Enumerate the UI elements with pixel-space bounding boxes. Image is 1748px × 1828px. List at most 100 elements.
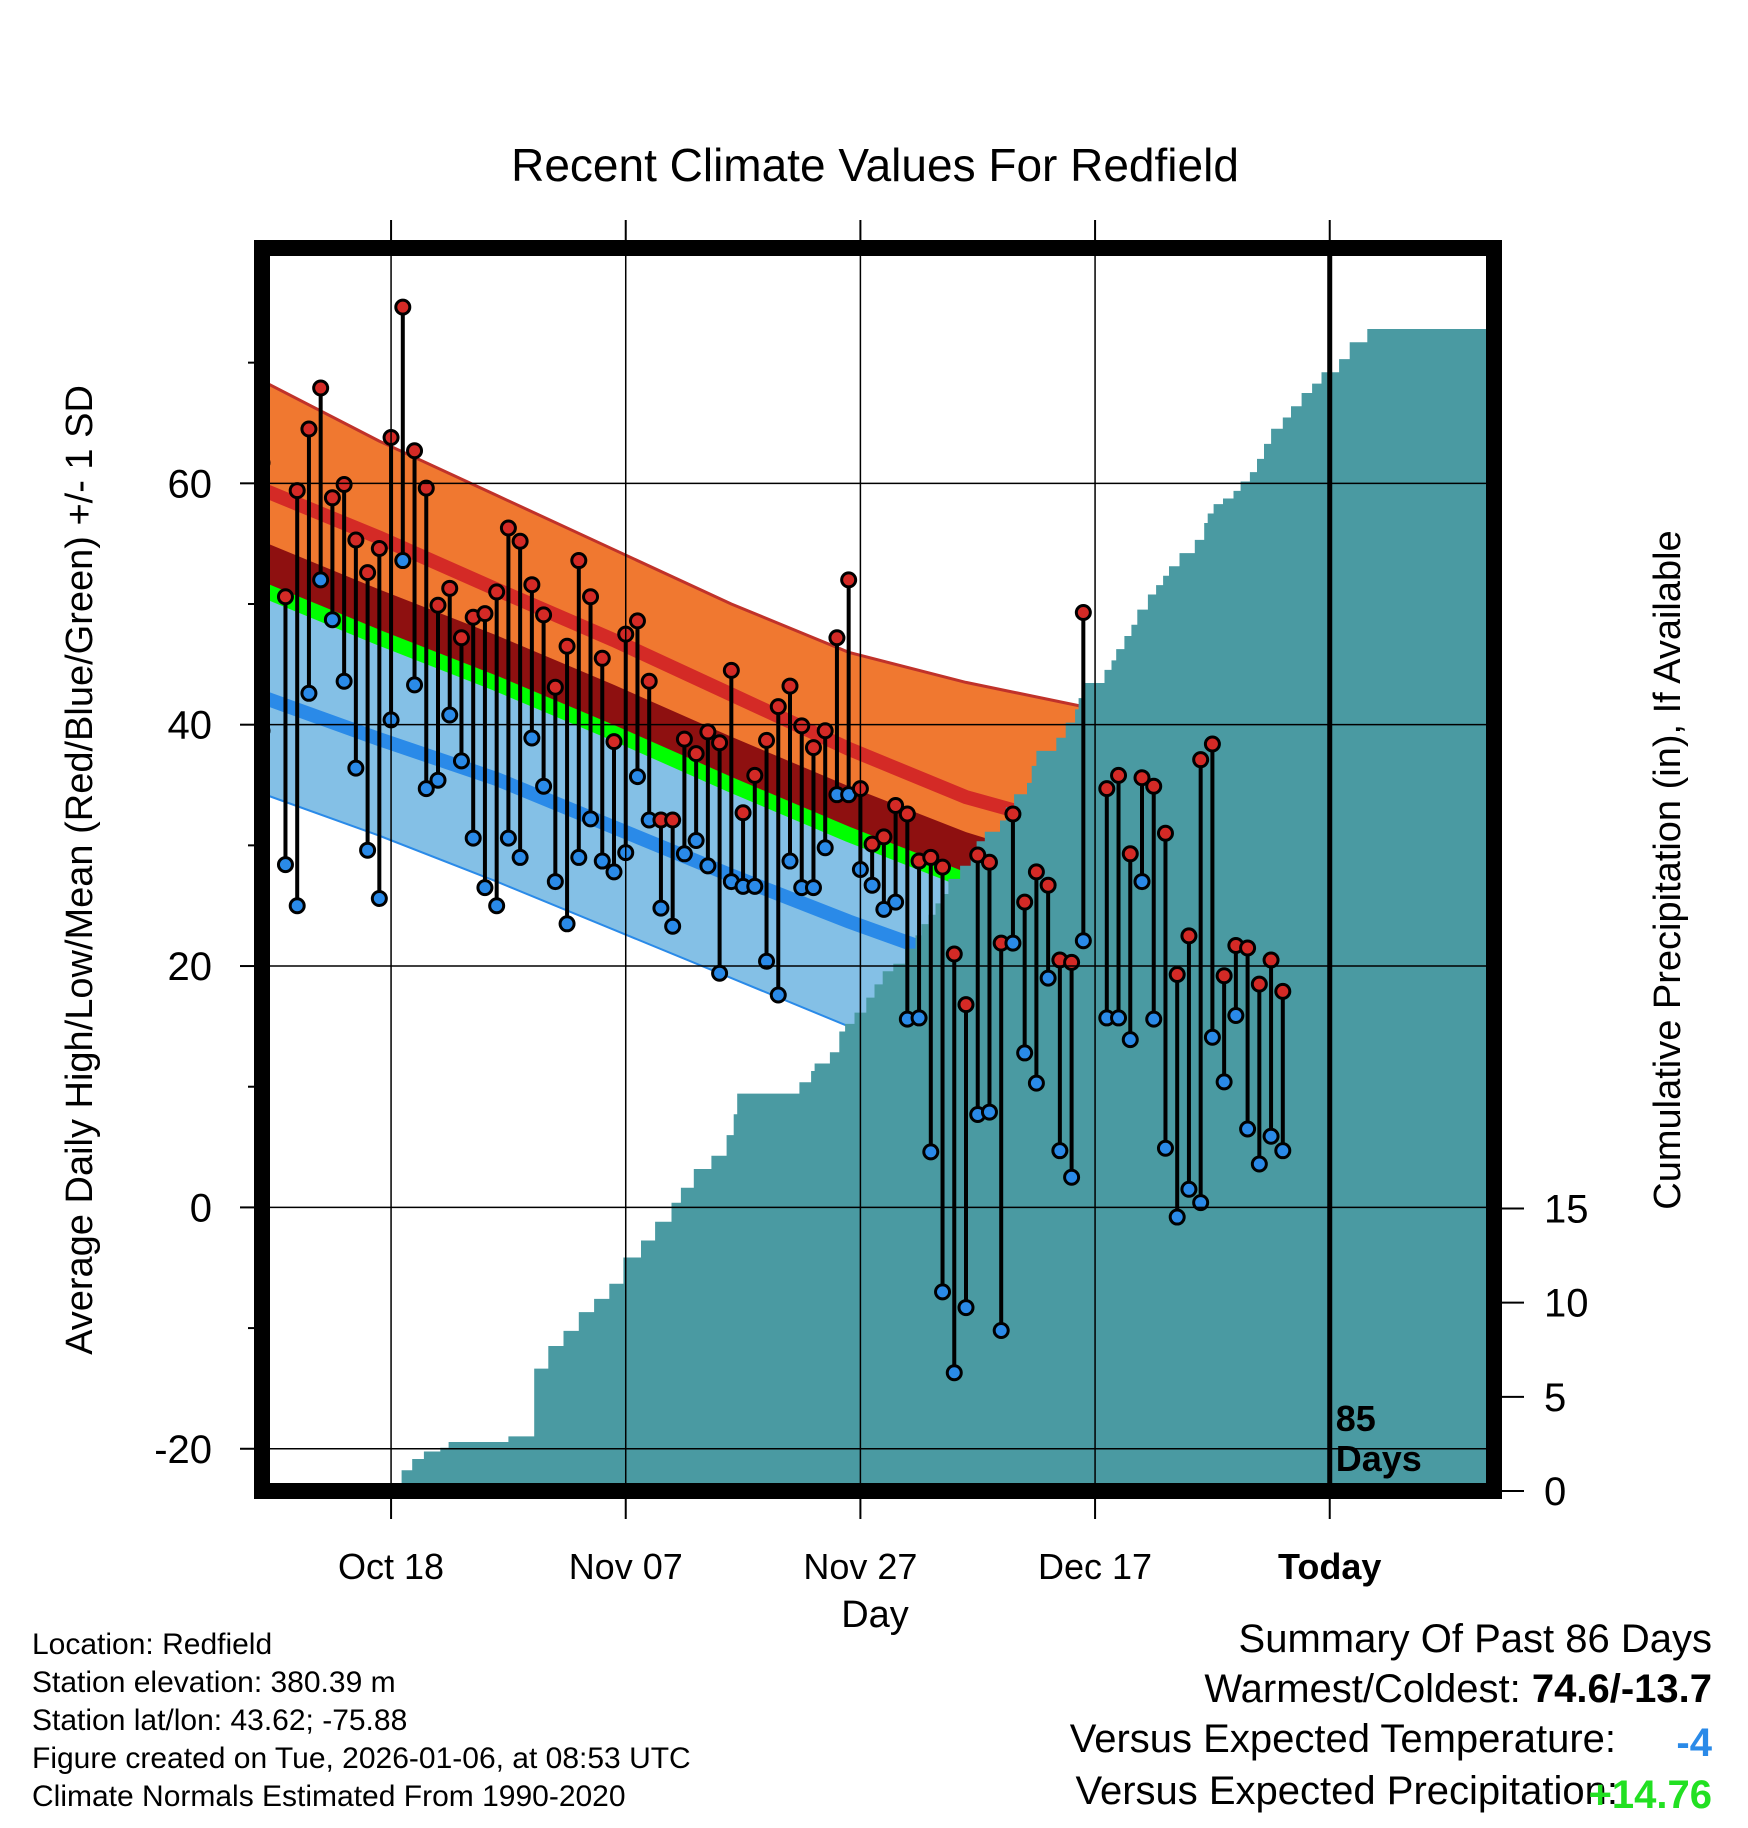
daily-high-point: [1262, 951, 1280, 969]
daily-low-point: [1215, 1073, 1233, 1091]
daily-low-point: [312, 571, 330, 589]
daily-high-point: [394, 298, 412, 316]
daily-high-point: [699, 723, 717, 741]
daily-high-point: [1004, 805, 1022, 823]
x-axis-label: Day: [841, 1594, 909, 1636]
x-tick-label: Today: [1278, 1546, 1381, 1587]
daily-high-point: [476, 605, 494, 623]
x-tick-label: Nov 07: [569, 1546, 683, 1587]
daily-low-point: [323, 611, 341, 629]
daily-low-point: [934, 1283, 952, 1301]
summary-title: Summary Of Past 86 Days: [1238, 1617, 1712, 1661]
daily-low-point: [699, 857, 717, 875]
x-tick-label: Dec 17: [1038, 1546, 1152, 1587]
daily-high-point: [969, 846, 987, 864]
daily-low-point: [1145, 1010, 1163, 1028]
daily-high-point: [711, 734, 729, 752]
daily-low-point: [628, 768, 646, 786]
daily-low-point: [1288, 0, 1302, 7]
daily-low-point: [746, 877, 764, 895]
created-text: Figure created on Tue, 2026-01-06, at 08…: [32, 1742, 691, 1775]
daily-low-point: [582, 810, 600, 828]
daily-low-point: [593, 852, 611, 870]
daily-low-point: [1192, 1194, 1210, 1212]
daily-high-point: [1063, 953, 1081, 971]
daily-low-point: [781, 852, 799, 870]
daily-high-point: [957, 996, 975, 1014]
daily-high-point: [945, 945, 963, 963]
daily-low-point: [1299, 0, 1313, 7]
daily-high-point: [511, 532, 529, 550]
daily-high-point: [816, 722, 834, 740]
daily-high-point: [570, 552, 588, 570]
daily-high-point: [980, 853, 998, 871]
daily-low-point: [276, 856, 294, 874]
daily-high-point: [934, 858, 952, 876]
daily-low-point: [394, 552, 412, 570]
daily-low-point: [429, 771, 447, 789]
daily-high-point: [1156, 824, 1174, 842]
elevation-text: Station elevation: 380.39 m: [32, 1666, 396, 1699]
daily-high-point: [558, 637, 576, 655]
daily-low-point: [910, 1009, 928, 1027]
daily-low-point: [1180, 1180, 1198, 1198]
daily-high-point: [312, 379, 330, 397]
daily-high-point: [488, 583, 506, 601]
daily-high-point: [804, 739, 822, 757]
daily-high-point: [1288, 0, 1302, 7]
daily-low-point: [1039, 969, 1057, 987]
daily-high-point: [887, 797, 905, 815]
chart-title: Recent Climate Values For Redfield: [511, 139, 1239, 191]
daily-low-point: [300, 684, 318, 702]
location-text: Location: Redfield: [32, 1628, 273, 1661]
daily-high-point: [593, 649, 611, 667]
daily-low-point: [1027, 1074, 1045, 1092]
daily-low-point: [335, 672, 353, 690]
daily-low-point: [1227, 1007, 1245, 1025]
daily-high-point: [1074, 603, 1092, 621]
daily-high-point: [300, 420, 318, 438]
daily-high-point: [1110, 766, 1128, 784]
daily-high-point: [687, 745, 705, 763]
daily-high-point: [1192, 751, 1210, 769]
daily-low-point: [711, 964, 729, 982]
daily-high-point: [347, 531, 365, 549]
daily-high-point: [1098, 780, 1116, 798]
daily-high-point: [922, 848, 940, 866]
daily-low-point: [359, 841, 377, 859]
daily-low-point: [922, 1143, 940, 1161]
daily-high-point: [582, 588, 600, 606]
daily-low-point: [535, 777, 553, 795]
daily-high-point: [722, 661, 740, 679]
y-tick-label-left: 60: [168, 462, 213, 506]
daily-low-point: [1250, 1155, 1268, 1173]
daily-low-point: [406, 676, 424, 694]
daily-low-point: [1121, 1031, 1139, 1049]
daily-high-point: [746, 766, 764, 784]
daily-high-point: [840, 571, 858, 589]
daily-low-point: [1004, 934, 1022, 952]
daily-high-point: [288, 482, 306, 500]
daily-low-point: [687, 832, 705, 850]
daily-low-point: [1274, 1142, 1292, 1160]
daily-low-point: [1074, 932, 1092, 950]
daily-high-point: [441, 579, 459, 597]
days-unit-label: Days: [1336, 1438, 1422, 1479]
daily-high-point: [605, 733, 623, 751]
y-tick-label-right: 5: [1544, 1376, 1566, 1420]
daily-high-point: [1250, 975, 1268, 993]
daily-low-point: [452, 752, 470, 770]
y-tick-label-right: 10: [1544, 1282, 1589, 1326]
daily-low-point: [1168, 1208, 1186, 1226]
daily-high-point: [406, 442, 424, 460]
x-tick-label: Oct 18: [338, 1546, 444, 1587]
daily-high-point: [793, 717, 811, 735]
daily-low-point: [1239, 1120, 1257, 1138]
y-tick-label-left: 40: [168, 704, 213, 748]
daily-high-point: [664, 811, 682, 829]
daily-high-point: [758, 731, 776, 749]
x-tick-label: Nov 27: [803, 1546, 917, 1587]
daily-low-point: [769, 986, 787, 1004]
daily-high-point: [417, 479, 435, 497]
daily-high-point: [1180, 927, 1198, 945]
